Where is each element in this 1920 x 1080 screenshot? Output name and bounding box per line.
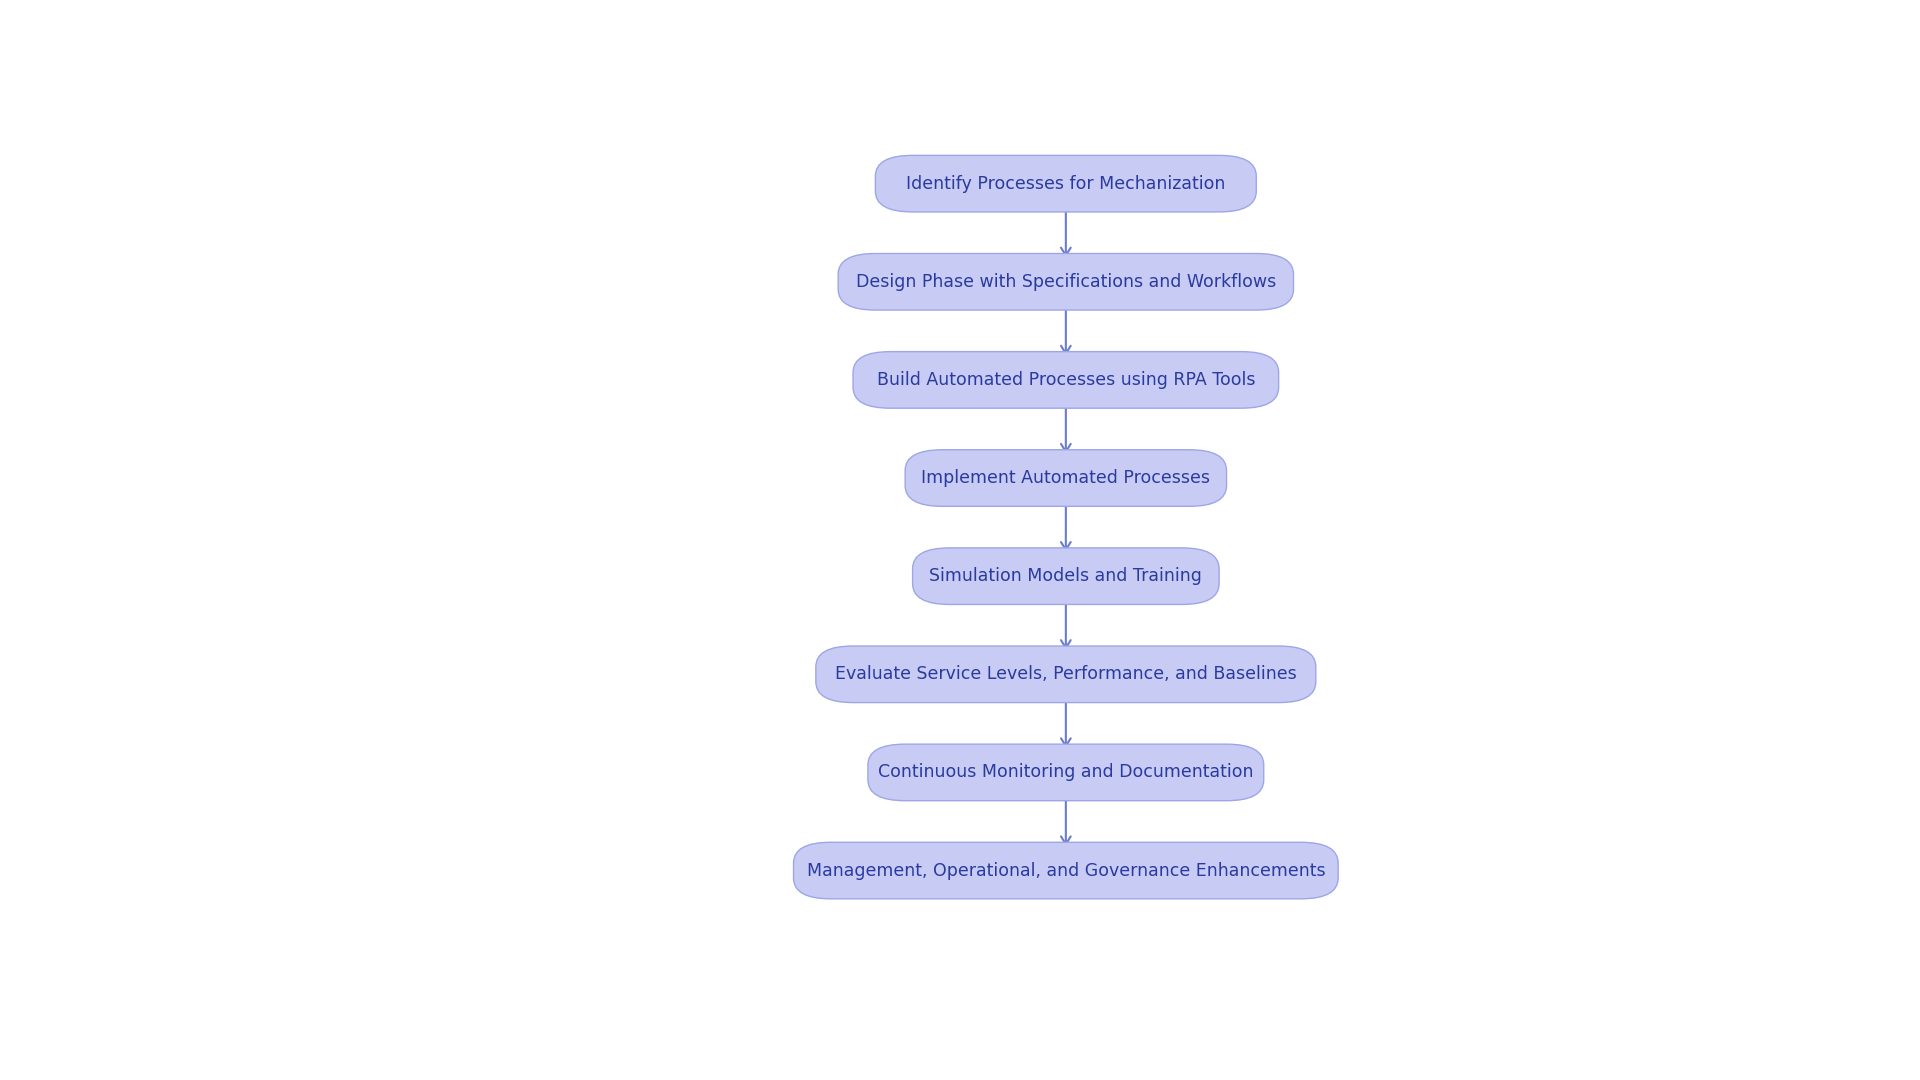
Text: Evaluate Service Levels, Performance, and Baselines: Evaluate Service Levels, Performance, an… xyxy=(835,665,1296,684)
Text: Design Phase with Specifications and Workflows: Design Phase with Specifications and Wor… xyxy=(856,273,1277,291)
FancyBboxPatch shape xyxy=(912,548,1219,605)
Text: Simulation Models and Training: Simulation Models and Training xyxy=(929,567,1202,585)
FancyBboxPatch shape xyxy=(816,646,1315,703)
FancyBboxPatch shape xyxy=(852,352,1279,408)
Text: Identify Processes for Mechanization: Identify Processes for Mechanization xyxy=(906,175,1225,192)
FancyBboxPatch shape xyxy=(868,744,1263,800)
Text: Implement Automated Processes: Implement Automated Processes xyxy=(922,469,1210,487)
Text: Continuous Monitoring and Documentation: Continuous Monitoring and Documentation xyxy=(877,764,1254,782)
FancyBboxPatch shape xyxy=(793,842,1338,899)
Text: Management, Operational, and Governance Enhancements: Management, Operational, and Governance … xyxy=(806,862,1325,879)
FancyBboxPatch shape xyxy=(904,449,1227,507)
FancyBboxPatch shape xyxy=(876,156,1256,212)
Text: Build Automated Processes using RPA Tools: Build Automated Processes using RPA Tool… xyxy=(877,370,1256,389)
FancyBboxPatch shape xyxy=(839,254,1294,310)
